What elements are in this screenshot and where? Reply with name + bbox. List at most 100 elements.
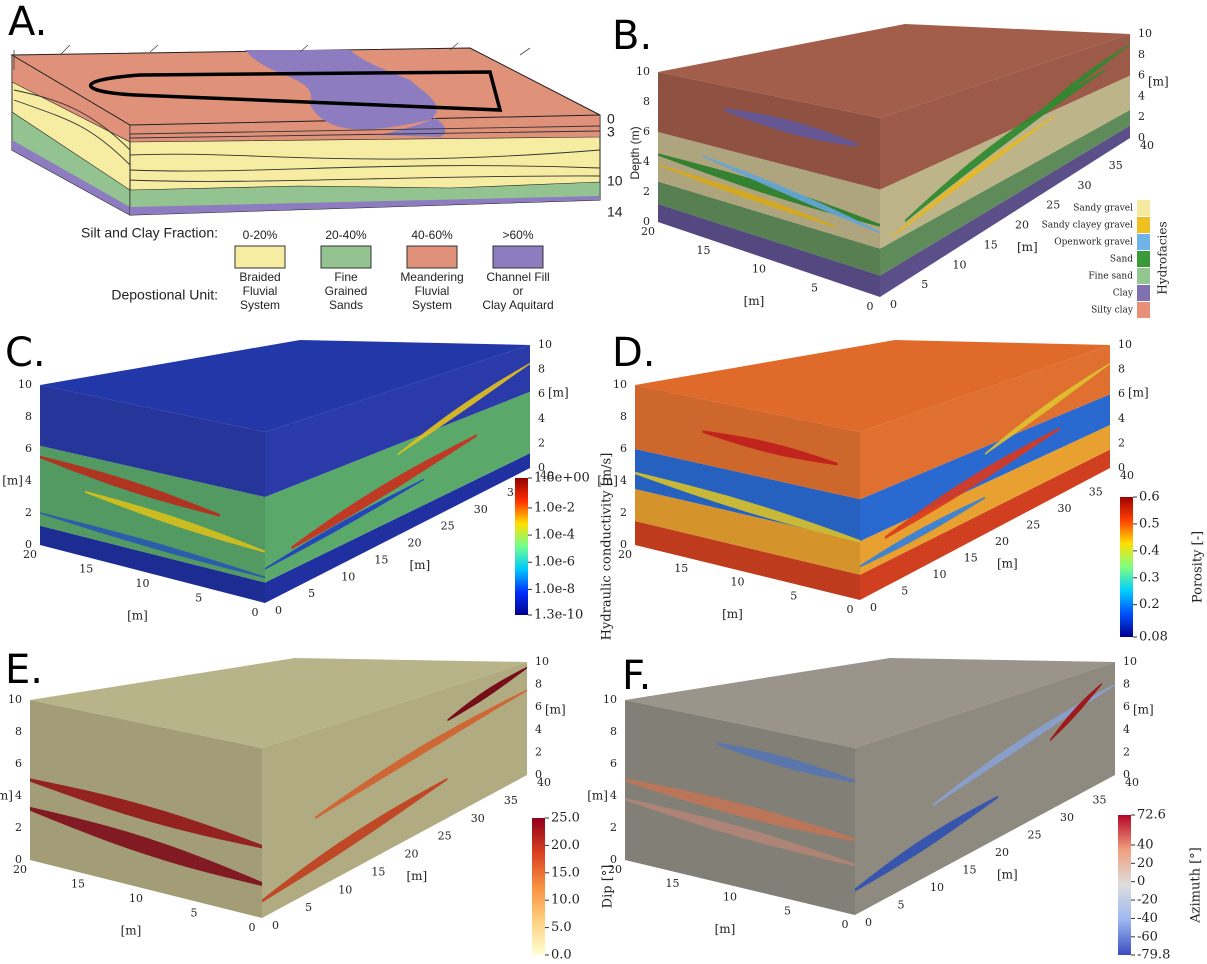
lens xyxy=(892,115,1055,238)
y-tick-label: 10 xyxy=(752,263,766,276)
colorbar xyxy=(1120,497,1133,637)
z-tick-label: 6 xyxy=(643,125,650,138)
x-tick-label: 30 xyxy=(471,812,485,825)
layer xyxy=(658,72,880,190)
x-tick-label: 30 xyxy=(1060,811,1074,824)
layer xyxy=(658,181,880,276)
colorbar-tick-label: 1.0e-4 xyxy=(534,528,575,543)
lens xyxy=(625,778,855,842)
top-face xyxy=(625,658,1115,748)
layer xyxy=(860,424,1110,575)
z-tick-label: 6 xyxy=(538,387,545,400)
depth-label: 14 xyxy=(607,204,623,220)
z-tick-label: 10 xyxy=(1123,655,1137,668)
z-tick-label: 10 xyxy=(535,655,549,668)
z-tick-label: 6 xyxy=(1118,387,1125,400)
panel-label: C. xyxy=(5,330,46,376)
x-tick-label: 10 xyxy=(933,568,947,581)
layer xyxy=(880,109,1130,276)
colorbar xyxy=(515,478,528,615)
left-shade xyxy=(40,385,265,603)
axis-unit: [m] xyxy=(1133,703,1154,717)
lens xyxy=(905,69,1105,223)
lens xyxy=(658,164,836,228)
z-tick-label: 6 xyxy=(620,442,627,455)
lens xyxy=(1030,43,1130,123)
z-tick-label: 8 xyxy=(643,95,650,108)
lens xyxy=(702,430,838,466)
y-tick-label: 20 xyxy=(608,863,622,876)
axis-unit: [m] xyxy=(410,558,431,572)
colorbar-tick-label: 40 xyxy=(1137,837,1154,852)
z-tick-label: 0 xyxy=(643,215,650,228)
z-tick-label: 2 xyxy=(538,436,545,449)
x-tick-label: 15 xyxy=(984,238,998,251)
lens xyxy=(855,795,998,892)
x-tick-label: 5 xyxy=(308,587,315,600)
layer xyxy=(860,449,1110,600)
axis-unit: [m] xyxy=(1148,75,1169,89)
axis-unit: [m] xyxy=(548,386,569,400)
colorbar-tick-label: 5.0 xyxy=(551,920,572,935)
z-tick-label: 2 xyxy=(1123,745,1130,758)
y-tick-label: 20 xyxy=(23,548,37,561)
legend-title: Hydrofacies xyxy=(1156,221,1170,294)
z-tick-label: 4 xyxy=(15,789,22,802)
y-tick-label: 0 xyxy=(867,300,874,313)
z-tick-label: 4 xyxy=(1138,89,1145,102)
lens xyxy=(885,427,1060,540)
axis-unit: [m] xyxy=(997,557,1018,571)
x-tick-label: 35 xyxy=(1093,794,1107,807)
fraction-label: 20-40% xyxy=(325,228,367,242)
z-tick-label: 0 xyxy=(1118,461,1125,474)
colorbar-tick-label: 1.0e-2 xyxy=(534,500,575,515)
colorbar xyxy=(1118,815,1131,955)
colorbar-tick-label: 0.6 xyxy=(1139,490,1160,505)
lens xyxy=(635,471,860,543)
colorbar-tick-label: 1.3e-10 xyxy=(534,608,583,623)
z-tick-label: 10 xyxy=(8,693,22,706)
colorbar-title: Porosity [-] xyxy=(1191,531,1206,603)
x-tick-label: 25 xyxy=(1046,199,1060,212)
depth-label: 10 xyxy=(607,173,623,189)
z-tick-label: 10 xyxy=(538,338,552,351)
colorbar-tick-label: 15.0 xyxy=(551,865,580,880)
axis-label: [m] xyxy=(0,789,13,803)
z-tick-label: 4 xyxy=(535,723,542,736)
axis-unit: [m] xyxy=(997,868,1018,882)
legend-label: Sand xyxy=(1110,255,1133,265)
z-tick-label: 0 xyxy=(610,853,617,866)
y-tick-label: 20 xyxy=(13,863,27,876)
legend-swatch xyxy=(320,245,372,269)
x-tick-label: 10 xyxy=(930,881,944,894)
x-tick-label: 40 xyxy=(1140,139,1154,152)
x-tick-label: 40 xyxy=(1120,469,1134,482)
top-face xyxy=(658,24,1130,118)
unit-label: Sands xyxy=(329,298,363,312)
z-tick-label: 0 xyxy=(538,461,545,474)
axis-label: [m] xyxy=(2,474,23,488)
top-face xyxy=(40,340,530,432)
z-tick-label: 4 xyxy=(1118,412,1125,425)
x-tick-label: 30 xyxy=(1058,502,1072,515)
lens xyxy=(291,434,477,550)
z-tick-label: 10 xyxy=(18,378,32,391)
lens xyxy=(262,777,448,903)
unit-label: or xyxy=(513,284,524,298)
block-b xyxy=(658,24,1130,298)
layer xyxy=(880,34,1130,190)
layer xyxy=(40,385,265,497)
axis-unit: [m] xyxy=(407,869,428,883)
colorbar-tick-label: 0.4 xyxy=(1139,543,1160,558)
left-shade xyxy=(30,700,262,918)
panel-label: B. xyxy=(612,13,652,59)
axis-unit: [m] xyxy=(744,294,765,308)
legend-label: Silty clay xyxy=(1091,306,1134,316)
x-tick-label: 25 xyxy=(438,830,452,843)
y-tick-label: 15 xyxy=(674,562,688,575)
axis-unit: [m] xyxy=(121,924,142,938)
y-tick-label: 5 xyxy=(191,907,198,920)
x-tick-label: 20 xyxy=(405,848,419,861)
legend-swatch xyxy=(406,245,458,269)
